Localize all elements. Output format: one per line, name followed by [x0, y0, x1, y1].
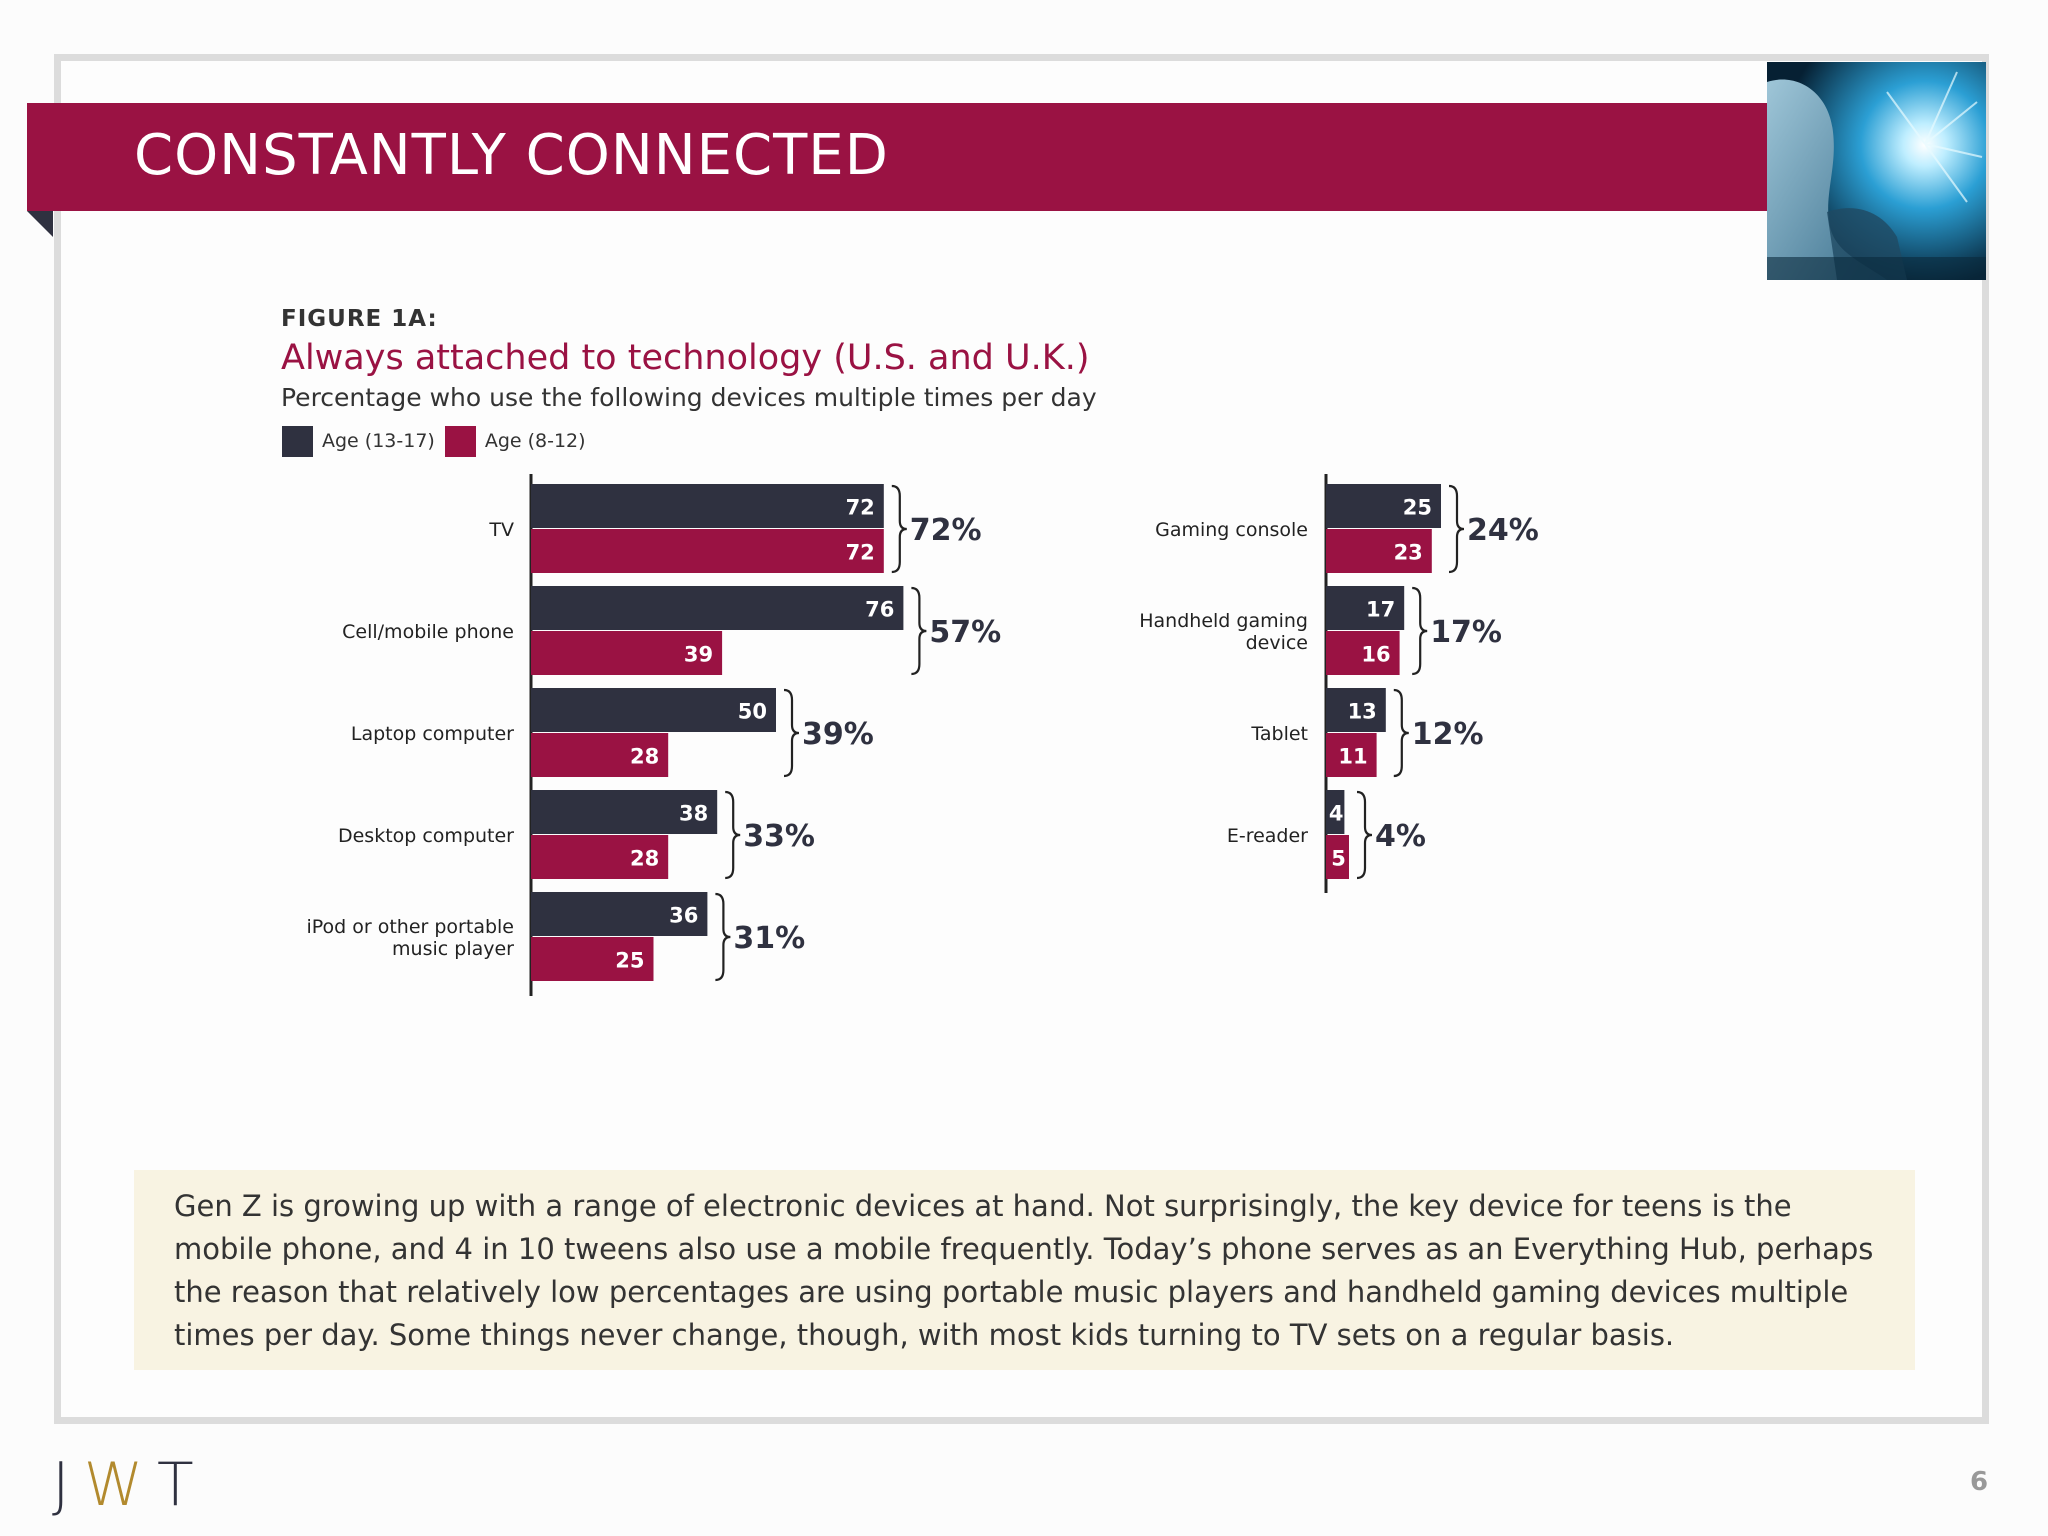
total-label-gaming-console: 24% — [1467, 513, 1539, 548]
child-watching-screen-image — [1767, 62, 1986, 280]
bar-handheld-gaming-device-tween — [1326, 631, 1400, 675]
bar-value-handheld-gaming-device-teen: 17 — [1366, 598, 1395, 622]
legend-swatch-tween — [444, 425, 476, 457]
category-label-handheld-gaming-device-line-2: device — [1246, 632, 1308, 654]
bar-value-e-reader-tween: 5 — [1331, 847, 1346, 871]
bar-cell-mobile-phone-teen — [531, 586, 904, 630]
category-label-desktop-computer: Desktop computer — [338, 825, 514, 847]
bar-value-gaming-console-tween: 23 — [1394, 541, 1423, 565]
bar-gaming-console-teen — [1326, 484, 1441, 528]
brace-gaming-console — [1448, 484, 1465, 574]
logo-letter-w: W — [83, 1450, 158, 1520]
bar-ipod-or-other-portable-music-player-tween — [531, 937, 654, 981]
total-label-cell-mobile-phone: 57% — [929, 615, 1001, 650]
bar-e-reader-tween — [1326, 835, 1349, 879]
chart-legend: Age (13-17) Age (8-12) — [282, 425, 596, 457]
bar-value-tablet-teen: 13 — [1348, 700, 1377, 724]
bar-value-ipod-or-other-portable-music-player-teen: 36 — [669, 904, 698, 928]
figure-label: FIGURE 1A: — [281, 306, 438, 332]
title-banner — [27, 103, 1772, 211]
logo-letter-t: T — [157, 1450, 208, 1520]
bar-value-handheld-gaming-device-tween: 16 — [1361, 643, 1390, 667]
brace-ipod-or-other-portable-music-player — [715, 892, 731, 982]
bar-tablet-teen — [1326, 688, 1386, 732]
total-label-ipod-or-other-portable-music-player: 31% — [733, 921, 805, 956]
total-label-tablet: 12% — [1412, 717, 1484, 752]
bar-value-desktop-computer-teen: 38 — [679, 802, 708, 826]
legend-label-tween: Age (8-12) — [484, 430, 586, 452]
bar-value-desktop-computer-tween: 28 — [630, 847, 659, 871]
brace-laptop-computer — [783, 688, 800, 778]
page-number: 6 — [1970, 1467, 1989, 1497]
category-label-ipod-or-other-portable-music-player-line-1: iPod or other portable — [306, 916, 514, 938]
category-label-e-reader: E-reader — [1227, 825, 1308, 847]
legend-swatch-teen — [282, 425, 313, 457]
commentary-box: Gen Z is growing up with a range of elec… — [134, 1170, 1915, 1370]
brace-handheld-gaming-device — [1412, 586, 1428, 676]
bar-value-laptop-computer-tween: 28 — [630, 745, 659, 769]
bar-e-reader-teen — [1326, 790, 1345, 834]
bar-tv-tween — [531, 529, 884, 573]
legend-label-teen: Age (13-17) — [322, 430, 435, 452]
bar-value-e-reader-teen: 4 — [1329, 802, 1344, 826]
bar-value-ipod-or-other-portable-music-player-tween: 25 — [615, 949, 644, 973]
bar-handheld-gaming-device-teen — [1326, 586, 1405, 630]
brace-cell-mobile-phone — [911, 586, 927, 676]
bar-value-cell-mobile-phone-tween: 39 — [684, 643, 713, 667]
bar-tv-teen — [531, 484, 884, 528]
total-label-tv: 72% — [910, 513, 982, 548]
category-label-handheld-gaming-device-line-1: Handheld gaming — [1139, 610, 1308, 632]
slide-title: CONSTANTLY CONNECTED — [134, 123, 889, 188]
category-label-tv: TV — [488, 519, 514, 541]
bar-desktop-computer-teen — [531, 790, 718, 834]
bar-tablet-tween — [1326, 733, 1377, 777]
category-label-laptop-computer: Laptop computer — [351, 723, 514, 745]
category-label-gaming-console: Gaming console — [1155, 519, 1308, 541]
bar-desktop-computer-tween — [531, 835, 669, 879]
bar-laptop-computer-teen — [531, 688, 776, 732]
bar-value-tablet-tween: 11 — [1338, 745, 1367, 769]
banner-fold — [27, 211, 53, 237]
bar-value-gaming-console-teen: 25 — [1403, 496, 1432, 520]
header-photo — [1767, 62, 1986, 280]
bar-cell-mobile-phone-tween — [531, 631, 723, 675]
figure-title: Always attached to technology (U.S. and … — [281, 338, 1090, 378]
total-label-desktop-computer: 33% — [743, 819, 815, 854]
total-label-laptop-computer: 39% — [802, 717, 874, 752]
bar-laptop-computer-tween — [531, 733, 669, 777]
bar-value-tv-tween: 72 — [846, 541, 875, 565]
total-label-handheld-gaming-device: 17% — [1430, 615, 1502, 650]
bar-ipod-or-other-portable-music-player-teen — [531, 892, 708, 936]
bar-value-laptop-computer-teen: 50 — [738, 700, 767, 724]
bar-value-tv-teen: 72 — [846, 496, 875, 520]
logo-letter-j: J — [52, 1450, 84, 1520]
jwt-logo: JWT — [52, 1450, 208, 1520]
brace-tv — [891, 484, 907, 574]
brace-tablet — [1393, 688, 1409, 778]
bar-value-cell-mobile-phone-teen: 76 — [865, 598, 894, 622]
category-label-tablet: Tablet — [1250, 723, 1308, 745]
figure-subtitle: Percentage who use the following devices… — [281, 383, 1097, 412]
brace-e-reader — [1356, 790, 1373, 880]
brace-desktop-computer — [725, 790, 741, 880]
total-label-e-reader: 4% — [1375, 819, 1426, 854]
bar-gaming-console-tween — [1326, 529, 1432, 573]
category-label-ipod-or-other-portable-music-player-line-2: music player — [392, 938, 514, 960]
category-label-cell-mobile-phone: Cell/mobile phone — [342, 621, 514, 643]
